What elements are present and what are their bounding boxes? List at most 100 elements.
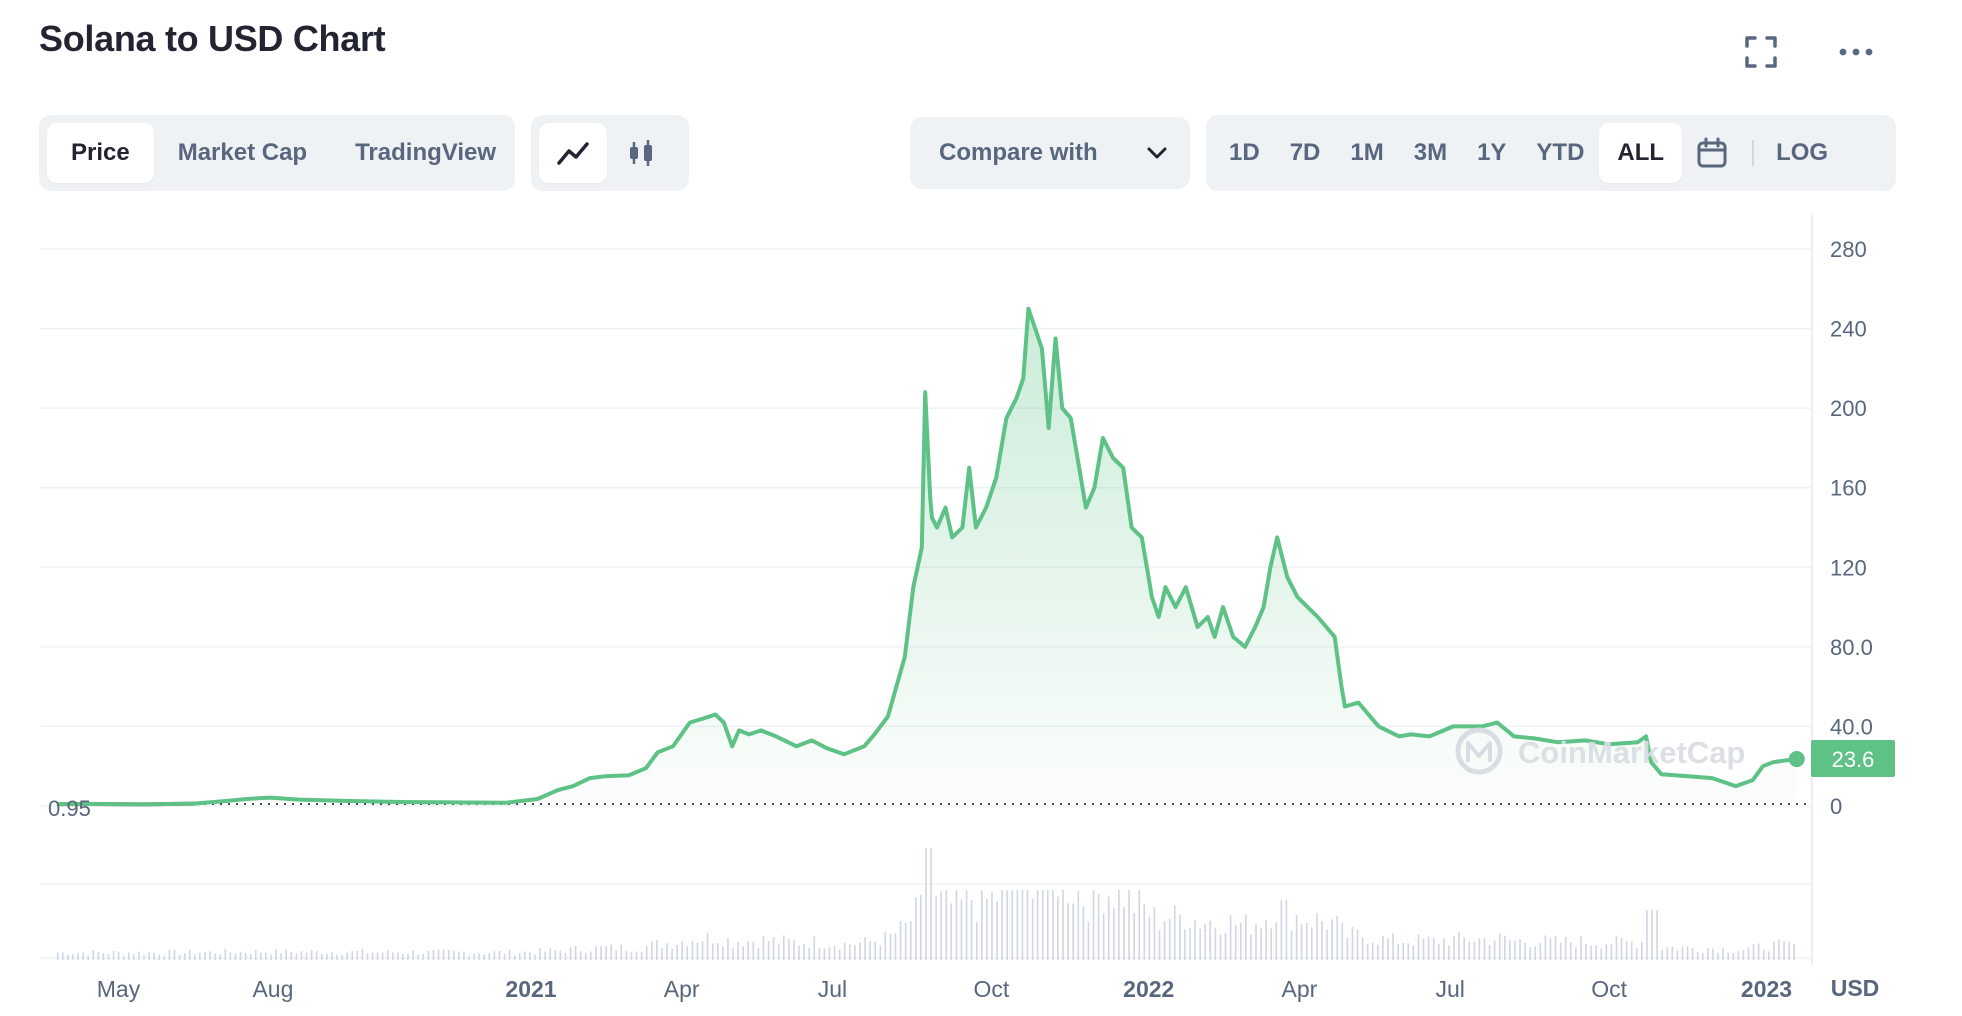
volume-bar [620,944,623,960]
compare-with-dropdown[interactable]: Compare with [910,117,1190,189]
volume-bar [1503,935,1506,960]
volume-bar [1290,930,1293,960]
volume-bar [1412,945,1415,960]
volume-bar [87,955,89,960]
volume-bar [1747,947,1750,960]
volume-bar [569,947,572,960]
volume-bar [112,950,115,960]
price-area-fill [56,308,1797,806]
current-price-badge [1811,740,1895,777]
volume-bar [234,953,237,960]
volume-bar [163,955,166,960]
volume-bar [1168,918,1171,960]
volume-bar [1214,928,1217,960]
volume-bar [503,953,506,960]
volume-bar [1224,932,1227,960]
volume-bar [458,951,460,960]
volume-bar [630,952,633,960]
tab-price[interactable]: Price [47,123,154,183]
volume-bar [1234,925,1237,960]
volume-bar [661,948,663,960]
volume-bar [143,954,145,960]
volume-bar [1102,913,1105,960]
volume-bar [1778,939,1780,960]
fullscreen-icon[interactable] [1743,34,1779,70]
volume-bar [1057,896,1059,960]
more-options-icon[interactable] [1838,34,1874,70]
volume-bar [1615,935,1618,960]
volume-bar [1727,952,1729,960]
compare-with-label: Compare with [939,139,1098,166]
volume-bar [1321,921,1323,960]
volume-bar [777,943,780,960]
range-3m-button[interactable]: 3M [1413,139,1448,166]
volume-bar [823,948,826,960]
x-tick-label: Jul [1436,976,1465,1002]
volume-bar [1179,915,1181,960]
volume-bar [1453,935,1455,960]
volume-bar [1041,890,1044,960]
volume-bar [1437,943,1440,960]
volume-bar [244,952,247,960]
volume-bar [549,948,552,960]
volume-bar [1092,890,1095,960]
volume-bar [1184,929,1186,960]
volume-bar [1255,924,1257,960]
volume-bar [1468,941,1471,960]
volume-bar [813,936,816,960]
volume-bar [544,951,546,960]
volume-bar [981,890,983,960]
volume-bar [590,951,592,960]
coinmarketcap-watermark: CoinMarketCap [1455,727,1745,775]
volume-bar [1620,937,1623,960]
range-1m-button[interactable]: 1M [1350,139,1384,166]
volume-bar [1356,929,1359,960]
tab-market-cap[interactable]: Market Cap [177,139,308,166]
volume-bar [1722,947,1724,960]
volume-bar [1107,896,1110,960]
volume-bar [1793,944,1795,960]
volume-bar [178,955,181,960]
volume-bar [747,940,750,960]
volume-bar [529,952,531,960]
volume-bar [229,952,232,960]
x-tick-label: May [97,976,141,1002]
range-all-button[interactable]: ALL [1599,123,1683,183]
volume-bar [478,953,480,960]
volume-bar [72,954,74,960]
volume-bar [1580,936,1582,960]
volume-bar [1382,935,1384,960]
range-1y-button[interactable]: 1Y [1477,139,1507,166]
volume-bar [1752,944,1755,960]
log-scale-button[interactable]: LOG [1776,139,1829,166]
volume-bar [153,952,155,960]
volume-bar [1732,952,1735,960]
volume-bar [290,951,293,960]
volume-bar [610,944,612,960]
volume-bar [1549,938,1552,960]
volume-bar [711,943,714,960]
current-price-dot [1788,751,1805,768]
range-ytd-button[interactable]: YTD [1536,139,1585,166]
x-axis-ticks: May Aug 2021 Apr Jul Oct 2022 Apr Jul Oct 2023 [97,976,1792,1002]
volume-bar [1326,929,1328,960]
volume-bar [1361,937,1364,960]
y-tick-label: 0 [1830,794,1842,819]
date-picker-button[interactable] [1682,123,1742,183]
line-chart-button[interactable] [539,123,607,183]
volume-bar [854,944,856,960]
candlestick-button[interactable] [607,123,675,183]
tab-tradingview[interactable]: TradingView [355,139,497,166]
range-7d-button[interactable]: 7D [1289,139,1321,166]
volume-bar [1351,927,1354,960]
volume-bar [1544,935,1547,960]
volume-bar [1250,934,1252,960]
volume-bar [77,953,79,960]
volume-bar [107,954,110,960]
volume-bar [986,898,988,960]
volume-bar [635,951,638,960]
range-1d-button[interactable]: 1D [1229,139,1260,166]
x-tick-label: 2021 [505,976,556,1002]
calendar-icon [1697,137,1727,168]
